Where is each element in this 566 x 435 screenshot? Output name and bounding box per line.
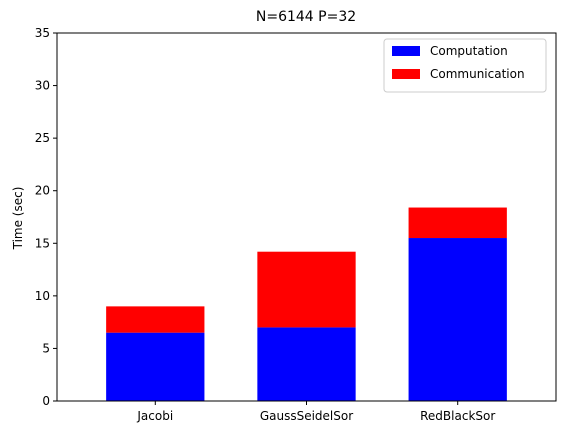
legend-swatch-computation: [392, 46, 420, 56]
legend-swatch-communication: [392, 69, 420, 79]
legend-label-communication: Communication: [430, 67, 525, 81]
x-tick-label: Jacobi: [136, 409, 173, 423]
y-axis-ticks: 0 5 10 15 20 25 30 35: [35, 26, 57, 408]
bar-computation-redblacksor: [408, 238, 507, 401]
plot-frame: [56, 32, 557, 402]
bar-communication-redblacksor: [408, 207, 507, 239]
legend-frame: [383, 38, 547, 93]
bar-communication-jacobi: [106, 306, 205, 333]
bar-communication-gaussseidelsor: [257, 251, 356, 328]
x-axis-ticks: Jacobi GaussSeidelSor RedBlackSor: [136, 401, 495, 423]
y-tick-label: 5: [42, 341, 50, 355]
y-tick-label: 10: [35, 289, 50, 303]
x-tick-label: RedBlackSor: [420, 409, 495, 423]
chart-title: N=6144 P=32: [256, 9, 356, 25]
bar-computation-jacobi: [106, 332, 205, 401]
y-tick-label: 15: [35, 236, 50, 250]
legend: Computation Communication: [383, 38, 547, 93]
y-tick-label: 25: [35, 131, 50, 145]
x-tick-label: GaussSeidelSor: [260, 409, 353, 423]
bars-group: [106, 207, 507, 401]
y-axis-label: Time (sec): [11, 187, 25, 251]
y-tick-label: 20: [35, 184, 50, 198]
bar-computation-gaussseidelsor: [257, 327, 356, 401]
y-tick-label: 30: [35, 79, 50, 93]
y-tick-label: 35: [35, 26, 50, 40]
legend-label-computation: Computation: [430, 44, 508, 58]
y-tick-label: 0: [42, 394, 50, 408]
